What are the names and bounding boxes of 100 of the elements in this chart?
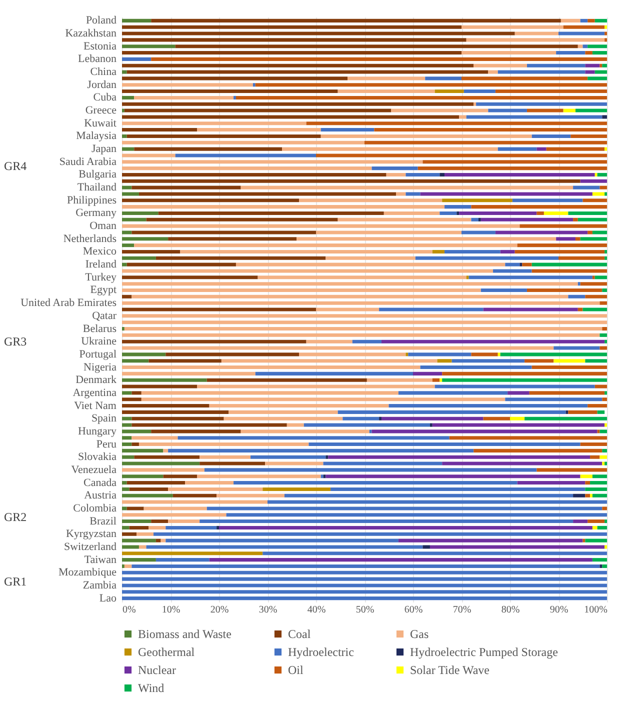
bar [163,474,198,478]
bar [462,230,496,234]
bar [151,18,561,22]
bar [132,564,600,568]
bar [122,262,127,266]
bar [148,359,222,363]
bar [168,448,474,452]
bar [425,76,462,80]
bar [369,430,372,434]
bar [122,532,137,536]
y-tick-label: Oman [90,220,117,232]
bar [449,436,607,440]
bar [532,365,607,370]
bar [129,526,149,530]
bar [444,250,500,254]
bar [156,558,210,562]
bar [588,44,607,48]
bar [588,18,595,22]
legend-label: Geothermal [138,645,196,659]
bar [122,140,364,144]
bar [168,487,263,491]
bar [284,494,574,498]
bar [228,410,338,414]
bar [122,90,338,94]
bar [578,218,607,222]
x-tick-label: 40% [307,604,326,616]
bar [510,416,525,420]
y-tick-label: Hungary [78,425,117,438]
bar [520,224,607,228]
bar [122,147,134,151]
bar [474,64,527,68]
bar [575,237,580,241]
bar [175,44,578,48]
bar [422,545,430,549]
bar [600,186,607,190]
bar [568,410,598,414]
bar [209,404,389,408]
bar [296,237,556,241]
bar [204,468,537,472]
bar [474,448,602,452]
bar [573,186,600,190]
bar [166,526,217,530]
bar [468,276,592,280]
bar [483,308,578,312]
bar [580,237,607,241]
bar [141,391,398,395]
bar [422,160,607,164]
bar [236,262,506,266]
y-tick-label: Netherlands [63,232,116,245]
bar [594,70,607,74]
bar [594,172,598,176]
y-tick-label: Malaysia [76,130,117,142]
bar [522,262,532,266]
bar [122,378,207,382]
bar [122,474,164,478]
bar [132,186,241,190]
bar [602,326,607,331]
bar [517,244,607,248]
bar [122,51,462,55]
bar [158,211,384,215]
bar [602,398,607,402]
bar [299,352,406,356]
bar [592,192,605,196]
legend-label: Oil [288,663,304,677]
bar [442,198,512,202]
bar [122,416,132,420]
bar [185,481,234,485]
bar [122,198,300,202]
bar [206,506,602,510]
bar [122,359,149,363]
legend-label: Solar Tide Wave [410,663,490,677]
bar [122,18,152,22]
bar [600,455,607,459]
bar [178,436,450,440]
bar [122,166,372,170]
bar [594,18,607,22]
bar [396,192,406,196]
bar [532,134,571,138]
bar [440,211,457,215]
bar [520,262,522,266]
bar [240,186,574,190]
legend-label: Hydroelectric [288,645,354,659]
bar [366,378,432,382]
bar [456,211,460,215]
bar [126,506,144,510]
bar [252,83,256,87]
y-tick-label: Taiwan [84,554,117,566]
bar [122,442,132,446]
bar [471,218,478,222]
bar [122,115,460,119]
bar [197,128,321,132]
y-tick-label: Qatar [92,310,117,322]
bar [602,448,607,452]
y-tick-label: Bulgaria [78,168,117,181]
bar [122,391,132,395]
bar [122,320,607,324]
bar [163,448,168,452]
bar [122,404,210,408]
bar [122,570,607,574]
bar [316,308,380,312]
